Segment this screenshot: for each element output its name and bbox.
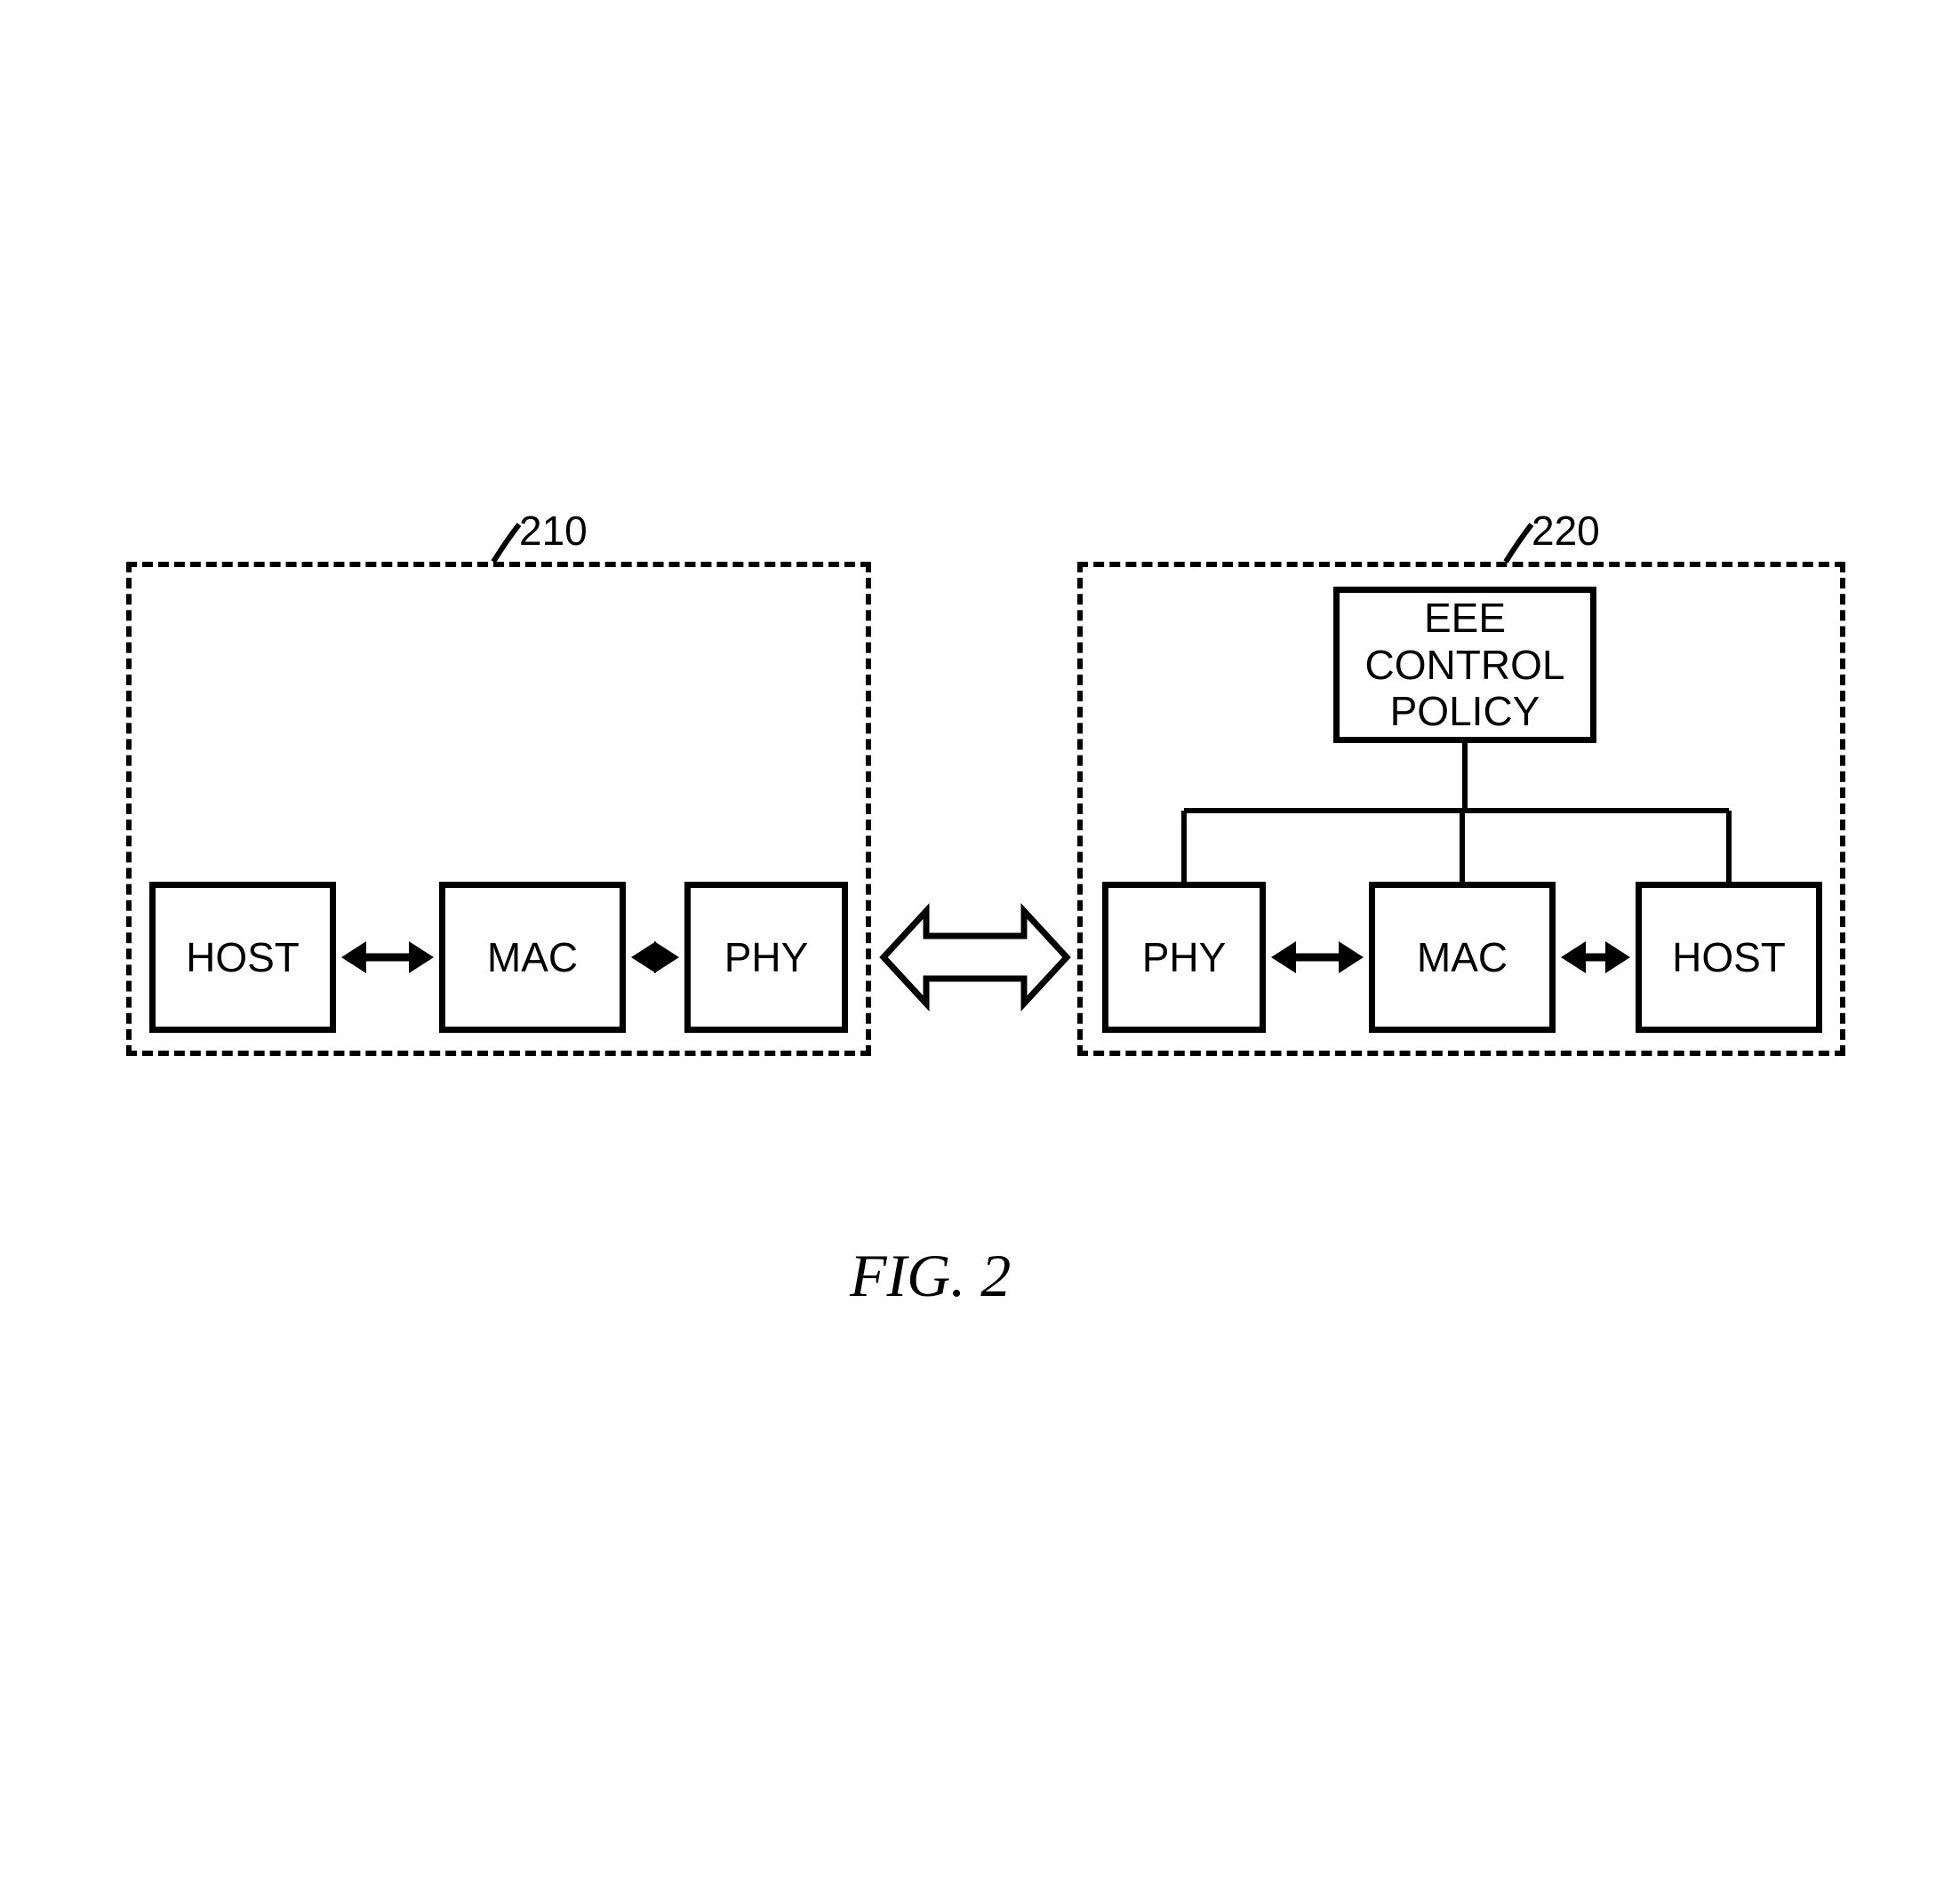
right-phy-block: PHY — [1102, 882, 1266, 1033]
figure-caption: FIG. 2 — [850, 1241, 1011, 1311]
right-mac-block: MAC — [1369, 882, 1556, 1033]
right-ref-label: 220 — [1532, 507, 1600, 555]
left-mac-block: MAC — [439, 882, 626, 1033]
left-host-block: HOST — [149, 882, 336, 1033]
eee-control-policy-block: EEE CONTROL POLICY — [1333, 587, 1596, 743]
right-host-block: HOST — [1636, 882, 1822, 1033]
left-phy-block: PHY — [684, 882, 848, 1033]
link-double-arrow-icon — [884, 911, 1067, 1003]
left-ref-label: 210 — [519, 507, 588, 555]
